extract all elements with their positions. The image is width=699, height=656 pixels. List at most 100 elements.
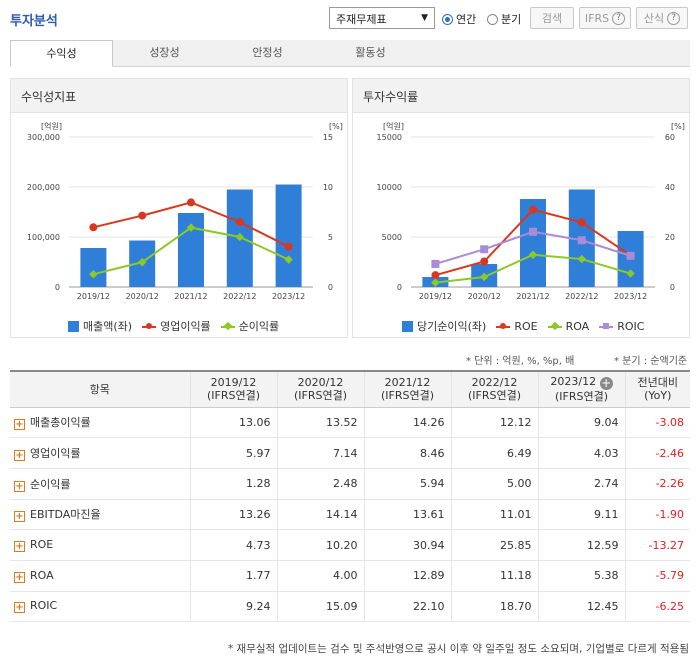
point [626,251,635,260]
table-cell: 14.14 [276,499,364,531]
legend-item[interactable]: ROIC [599,320,644,333]
circle-marker-icon [142,321,157,332]
x-tick-label: 2019/12 [419,292,452,301]
point [431,271,440,280]
header-period[interactable]: 2023/12 + (IFRS연결) [537,370,625,408]
legend-item[interactable]: 당기순이익(좌) [402,318,486,334]
tab-profitability[interactable]: 수익성 [10,40,113,67]
row-label[interactable]: + ROE [10,529,190,561]
header-period[interactable]: 2019/12 (IFRS연결) [189,370,277,408]
tab-stability[interactable]: 안정성 [216,40,319,67]
row-label[interactable]: + ROA [10,560,190,592]
add-period-icon[interactable]: + [599,376,613,391]
header-period[interactable]: 2020/12 (IFRS연결) [276,370,364,408]
table-cell: 13.06 [189,407,277,439]
legend-item[interactable]: 매출액(좌) [68,318,132,334]
right-tick-label: 40 [665,183,675,192]
expand-icon[interactable]: + [14,419,25,431]
row-label-text: 순이익률 [30,477,71,491]
legend-item[interactable]: ROE [496,320,538,333]
table-cell: 4.00 [276,560,364,592]
left-axis-unit: [억원] [41,121,62,131]
right-tick-label: 5 [328,233,333,242]
period-year: 2023/12 [550,375,597,389]
table-cell: 5.38 [537,560,625,592]
tab-bar-background [10,40,690,67]
tab-growth[interactable]: 성장성 [113,40,216,67]
row-label-text: 영업이익률 [30,447,81,461]
row-label[interactable]: + 순이익률 [10,468,190,500]
table-cell: 7.14 [276,437,364,469]
point [626,269,635,278]
radio-annual-dot[interactable] [442,13,453,25]
legend-label: ROA [565,319,590,333]
left-tick-label: 200,000 [27,183,60,192]
table-row: + EBITDA마진율 13.26 14.14 13.61 11.01 9.11 -1.90 [10,499,690,531]
radio-quarter-dot[interactable] [487,13,498,25]
expand-icon[interactable]: + [14,480,25,492]
table-cell: 8.46 [363,437,451,469]
x-tick-label: 2023/12 [614,292,647,301]
investment-return-chart: [억원] [%] 0 5000 10000 15000 0 20 40 60 2019/12 2020… [377,121,685,301]
header-period[interactable]: 2021/12 (IFRS연결) [363,370,451,408]
point [89,269,98,279]
table-cell: 2.48 [276,468,364,500]
ifrs-button[interactable]: IFRS ? [579,7,631,29]
investment-return-chart-panel: 투자수익률 [억원] [%] 0 5000 10000 15000 0 20 40 60 2019/… [352,78,690,338]
legend-item[interactable]: 영업이익률 [142,318,211,334]
tab-activity[interactable]: 활동성 [319,40,422,67]
table-header-row: 항목 2019/12 (IFRS연결) 2020/12 (IFRS연결) 2021/… [10,370,690,408]
yoy-cell: -13.27 [624,529,690,561]
radio-annual[interactable]: 연간 [442,11,476,27]
table-cell: 12.89 [363,560,451,592]
table-cell: 18.70 [450,591,538,623]
left-axis-unit: [억원] [383,121,404,131]
point [137,257,147,267]
header-item: 항목 [10,370,190,408]
row-label-text: EBITDA마진율 [30,508,101,522]
legend-item[interactable]: ROA [547,319,590,333]
right-tick-label: 0 [328,283,333,292]
table-cell: 12.45 [537,591,625,623]
right-axis-unit: [%] [671,122,685,131]
profitability-table: 항목 2019/12 (IFRS연결) 2020/12 (IFRS연결) 2021/… [10,370,690,623]
tab-label: 수익성 [46,47,77,60]
yoy-cell: -6.25 [624,591,690,623]
point [577,218,586,227]
search-button[interactable]: 검색 [530,7,574,29]
legend-item[interactable]: 순이익률 [220,318,279,334]
left-tick-label: 0 [55,283,60,292]
row-label[interactable]: + ROIC [10,591,190,623]
row-label[interactable]: + 매출총이익률 [10,407,190,439]
statement-select[interactable]: 주재무제표 ▼ [329,7,435,29]
left-tick-label: 300,000 [27,133,60,142]
expand-icon[interactable]: + [14,571,25,583]
table-row: + ROA 1.77 4.00 12.89 11.18 5.38 -5.79 [10,560,690,592]
row-label[interactable]: + EBITDA마진율 [10,499,190,531]
expand-icon[interactable]: + [14,541,25,553]
chevron-down-icon: ▼ [421,13,428,23]
period-type: (IFRS연결) [206,389,261,403]
ifrs-button-label: IFRS [584,11,610,25]
expand-icon[interactable]: + [14,450,25,462]
panel-title: 투자수익률 [353,79,689,113]
profitability-chart-panel: 수익성지표 [억원] [%] 0 100,000 200,000 300,000 0 5 10 1… [10,78,348,338]
point [235,232,245,242]
formula-button[interactable]: 산식 ? [636,7,688,29]
expand-icon[interactable]: + [14,511,25,523]
period-type: (IFRS연결) [554,390,609,404]
table-cell: 11.01 [450,499,538,531]
expand-icon[interactable]: + [14,602,25,614]
tab-bar: 수익성 성장성 안정성 활동성 [10,40,690,67]
table-cell: 5.97 [189,437,277,469]
row-label[interactable]: + 영업이익률 [10,437,190,469]
radio-quarter[interactable]: 분기 [487,11,521,27]
table-cell: 22.10 [363,591,451,623]
table-cell: 14.26 [363,407,451,439]
table-cell: 11.18 [450,560,538,592]
table-cell: 5.00 [450,468,538,500]
row-label-text: ROA [30,568,54,582]
investment-return-legend: 당기순이익(좌) ROE ROA ROIC [402,318,654,334]
header-period[interactable]: 2022/12 (IFRS연결) [450,370,538,408]
period-year: 2020/12 [297,376,344,390]
